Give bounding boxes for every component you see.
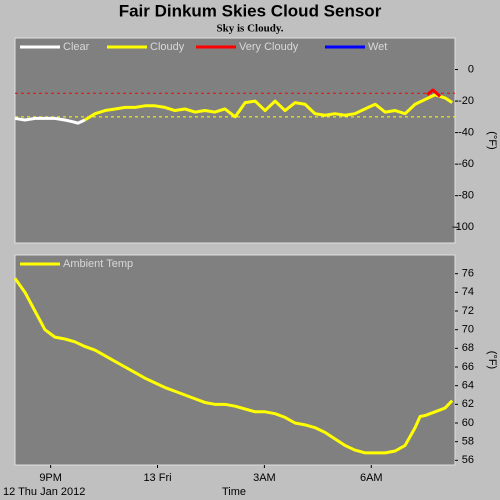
y-tick-label: -60 [458, 158, 474, 170]
y-tick-label: -80 [458, 190, 474, 202]
y-tick-label: 58 [462, 436, 474, 448]
y-tick-label: -40 [458, 127, 474, 139]
y-tick-label: 66 [462, 361, 474, 373]
legend-label: Clear [63, 41, 90, 53]
y-tick-label: 64 [462, 380, 474, 392]
series-line [13, 277, 454, 455]
y-tick-label: -20 [458, 95, 474, 107]
y-tick-label: 76 [462, 268, 474, 280]
series-line [84, 93, 453, 122]
y-tick-label: 68 [462, 342, 474, 354]
chart-title: Fair Dinkum Skies Cloud Sensor [119, 1, 382, 20]
y-tick-label: 72 [462, 305, 474, 317]
x-tick-label: 3AM [253, 472, 276, 484]
plot-area [14, 254, 456, 466]
y-tick-label: 70 [462, 324, 474, 336]
y-tick-label: 62 [462, 398, 474, 410]
legend-label: Ambient Temp [63, 258, 133, 270]
x-axis-label: Time [222, 486, 246, 498]
y-tick-label: 74 [462, 286, 474, 298]
y-axis-label: (°F) [486, 351, 498, 369]
series-line [14, 116, 86, 125]
x-tick-label: 13 Fri [143, 472, 171, 484]
y-tick-label: 60 [462, 417, 474, 429]
y-tick-label: -100 [452, 221, 474, 233]
x-tick-label: 9PM [39, 472, 62, 484]
chart-subtitle: Sky is Cloudy. [217, 23, 284, 35]
y-axis-label: (°F) [486, 131, 498, 149]
legend-label: Very Cloudy [239, 41, 299, 53]
legend-label: Wet [368, 41, 387, 53]
series-line [426, 88, 442, 98]
x-tick-label: 6AM [360, 472, 383, 484]
x-date-label: 12 Thu Jan 2012 [3, 486, 85, 498]
y-tick-label: 0 [468, 63, 474, 75]
y-tick-label: 56 [462, 454, 474, 466]
legend-label: Cloudy [150, 41, 185, 53]
plot-area [14, 37, 456, 244]
